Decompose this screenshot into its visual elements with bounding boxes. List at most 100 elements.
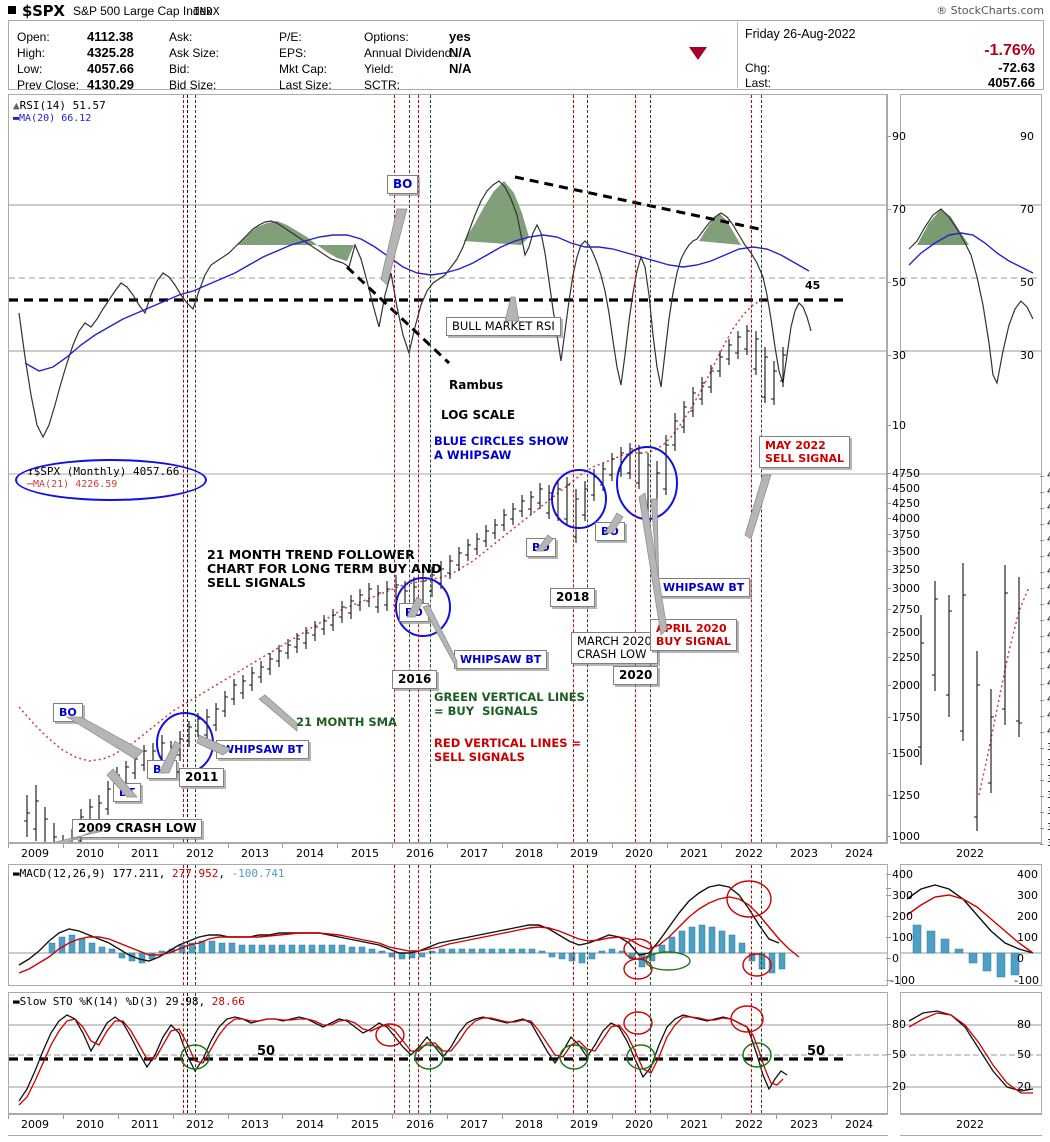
mini-price-tick-3850: 3850 <box>1047 774 1050 785</box>
x-axis-year-2024: 2024 <box>845 1118 873 1131</box>
mini-price-tickmark <box>1040 492 1044 493</box>
mini-price-tickmark <box>1040 780 1044 781</box>
sto-mini-tick-20: 20 <box>1017 1080 1031 1093</box>
x-axis-tick <box>173 1115 174 1119</box>
vline-buy-2020 <box>650 95 651 842</box>
callout-bt-2010: BT <box>113 783 141 802</box>
mini-price-tick-4250: 4250 <box>1047 646 1050 657</box>
x-axis-bottom: 2009 2010 2011 2012 2013 2014 2015 2016 2017 2018… <box>8 1114 888 1136</box>
macd-vline-buy-2022 <box>761 865 762 985</box>
x-axis-tick <box>337 844 338 848</box>
y-axis-tickmark <box>886 209 891 210</box>
y-axis-tickmark <box>886 136 891 137</box>
x-axis-year-2011: 2011 <box>131 1118 159 1131</box>
macd-panel[interactable]: ▬MACD(12,26,9) 177.211, 277.952, -100.74… <box>8 864 888 986</box>
y-axis-tickmark <box>886 795 891 796</box>
callout-2009-crash-low: 2009 CRASH LOW <box>72 819 203 838</box>
vline-sell-2016 <box>418 95 419 842</box>
callout-bo-2018: BO <box>526 538 556 557</box>
rsi-tick-10: 10 <box>892 419 906 432</box>
macd-vline-buy-2015 <box>409 865 410 985</box>
y-axis-tickmark <box>886 1086 891 1087</box>
open-value: 4112.38 <box>87 29 134 44</box>
ma-dotted-icon: ⋯ <box>27 479 34 490</box>
sto-vline-sell-2020 <box>635 993 636 1113</box>
mini-main-chart-panel[interactable] <box>900 94 1042 843</box>
mini-price-tick-4750: 4750 <box>1047 486 1050 497</box>
x-axis-year-2023: 2023 <box>790 847 818 860</box>
stochastics-panel[interactable]: ▬Slow STO %K(14) %D(3) 29.98, 28.66 50 5… <box>8 992 888 1114</box>
x-axis-tick <box>502 844 503 848</box>
pe-label: P/E: <box>279 30 302 44</box>
macd-mini-svg <box>901 884 1041 978</box>
x-axis-tick <box>502 1115 503 1119</box>
x-axis-tick <box>118 1115 119 1119</box>
note-author: Rambus <box>449 378 504 392</box>
x-axis-year-2016: 2016 <box>406 1118 434 1131</box>
mini-price-tick-column: 4800 4750 4700 4650 4600 4550 4500 4450 4400 4350… <box>1040 470 1050 849</box>
callout-march-2020-crash-low: MARCH 2020 CRASH LOW <box>571 632 658 664</box>
sto-mini-svg <box>901 1010 1041 1094</box>
vline-buy-2012 <box>195 95 196 842</box>
sto-vline-buy-2022 <box>761 993 762 1113</box>
macd-line-icon: ▬ <box>13 867 20 880</box>
x-axis-year-2024: 2024 <box>845 847 873 860</box>
mini-price-tickmark <box>1040 796 1044 797</box>
stochastics-mini-panel[interactable] <box>900 992 1042 1114</box>
price-tick-1000: 1000 <box>892 830 920 843</box>
x-axis-year-2017: 2017 <box>460 847 488 860</box>
mini-price-tickmark <box>1040 732 1044 733</box>
callout-april-2020-buy: APRIL 2020 BUY SIGNAL <box>650 619 737 651</box>
mini-price-tick-4800: 4800 <box>1047 470 1050 481</box>
x-axis-tick <box>282 1115 283 1119</box>
sto-value-d: 28.66 <box>211 995 245 1008</box>
rsi-ma-swatch-icon: ▬ <box>13 113 20 124</box>
price-tick-1500: 1500 <box>892 747 920 760</box>
mini-price-tick-4150: 4150 <box>1047 678 1050 689</box>
sto-vline-sell-2015 <box>394 993 395 1113</box>
mini-price-tickmark <box>1040 668 1044 669</box>
high-value: 4325.28 <box>87 45 134 60</box>
yield-label: Yield: <box>364 62 394 76</box>
mini-price-tick-3700: 3700 <box>1047 822 1050 833</box>
x-axis-tick <box>8 844 9 848</box>
rsi-45-label: 45 <box>805 279 821 292</box>
symbol-bullet-icon <box>8 6 16 14</box>
x-axis-year-2020: 2020 <box>625 1118 653 1131</box>
vline-buy-2019 <box>587 95 588 842</box>
y-axis-tickmark <box>886 632 891 633</box>
mini-price-tick-4450: 4450 <box>1047 582 1050 593</box>
last-value: 4057.66 <box>988 75 1035 90</box>
mini-rsi-tick-90: 90 <box>1020 130 1034 143</box>
macd-mini-tick-100: 100 <box>1017 931 1038 944</box>
callout-bo-2020: BO <box>595 522 625 541</box>
x-axis-year-2010: 2010 <box>76 847 104 860</box>
main-chart-panel[interactable]: ▲RSI(14) 51.57 ▬MA(20) 66.12 45 BO BULL … <box>8 94 888 843</box>
mini-rsi-tick-70: 70 <box>1020 203 1034 216</box>
macd-vline-buy-2016 <box>430 865 431 985</box>
symbol-type: INDX <box>193 5 220 18</box>
x-axis-year-2023: 2023 <box>790 1118 818 1131</box>
price-tick-4000: 4000 <box>892 512 920 525</box>
price-legend-value: 4057.66 <box>132 465 180 478</box>
y-axis-tickmark <box>886 355 891 356</box>
macd-value-2: 277.952 <box>171 867 219 880</box>
y-axis-tickmark <box>886 874 891 875</box>
x-axis-year-2014: 2014 <box>296 847 324 860</box>
callout-whipsaw-bt-2020: WHIPSAW BT <box>657 578 751 597</box>
callout-year-2018: 2018 <box>550 588 596 607</box>
vline-sell-2015 <box>394 95 395 842</box>
mini-price-tick-4100: 4100 <box>1047 694 1050 705</box>
macd-tick-400: 400 <box>892 868 913 881</box>
macd-vline-sell-2020 <box>635 865 636 985</box>
sto-50-left-label: 50 <box>257 1044 276 1059</box>
options-value: yes <box>449 29 471 44</box>
bid-size-label: Bid Size: <box>169 78 217 92</box>
y-axis-tickmark <box>886 473 891 474</box>
x-axis-year-2017: 2017 <box>460 1118 488 1131</box>
macd-tick-neg100: -100 <box>890 974 915 987</box>
macd-value-1: 177.211 <box>112 867 159 880</box>
y-axis-tickmark <box>886 503 891 504</box>
y-axis-tickmark <box>886 488 891 489</box>
macd-mini-panel[interactable] <box>900 864 1042 986</box>
